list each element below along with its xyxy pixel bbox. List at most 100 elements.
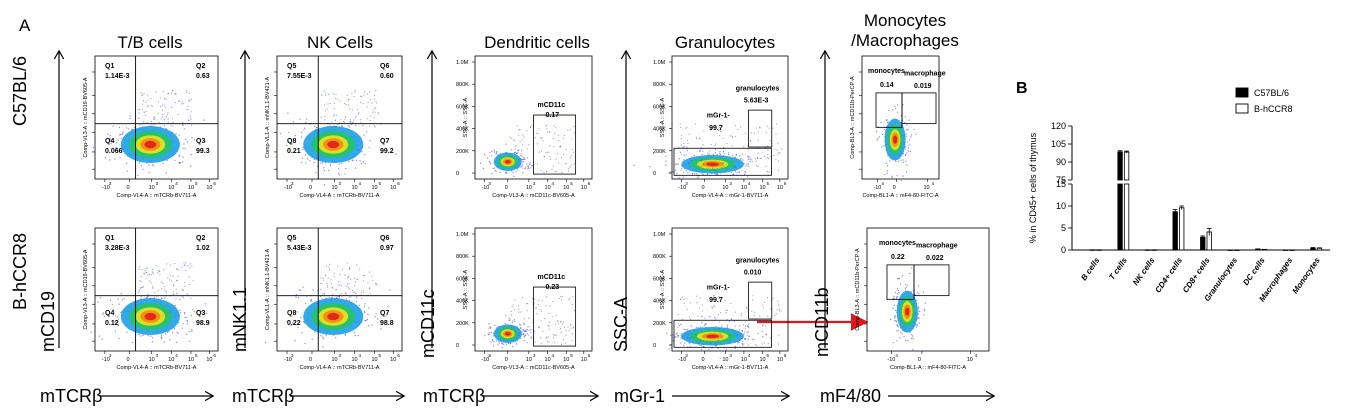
event-dot [573, 163, 575, 165]
event-dot [687, 143, 689, 145]
event-dot [907, 128, 909, 131]
event-dot [183, 311, 186, 314]
event-dot [769, 156, 771, 158]
event-dot [366, 106, 368, 108]
gate-value: 5.63E-3 [744, 98, 769, 105]
event-dot [700, 160, 702, 162]
event-dot [781, 148, 783, 150]
event-dot [479, 162, 482, 164]
event-dot [513, 318, 516, 321]
event-dot [310, 299, 312, 301]
x-tick-label: 10 [563, 185, 569, 191]
event-dot [172, 293, 174, 295]
event-dot [359, 160, 361, 162]
event-dot [876, 139, 878, 141]
event-dot [506, 172, 508, 174]
column-title-tb-cells: T/B cells [117, 33, 183, 52]
event-dot [767, 342, 769, 344]
event-dot [701, 304, 703, 306]
event-dot [517, 169, 519, 171]
quadrant-name: Q1 [105, 63, 114, 70]
event-dot [328, 269, 330, 271]
event-dot [553, 146, 555, 148]
event-dot [184, 285, 186, 287]
event-dot [757, 131, 760, 133]
event-dot [739, 325, 741, 327]
event-dot [153, 123, 155, 125]
bar-c57bl6 [1282, 249, 1289, 251]
event-dot [147, 293, 149, 296]
column-title-monocytes-macrophages: Monocytes /Macrophages [851, 11, 959, 50]
event-dot [905, 286, 907, 288]
event-dot [523, 329, 525, 331]
event-dot [745, 165, 747, 167]
event-dot [142, 121, 145, 123]
event-dot [152, 271, 154, 273]
event-dot [330, 298, 332, 300]
gate-value: 99.7 [709, 125, 723, 132]
event-dot [302, 320, 305, 323]
event-dot [143, 111, 145, 114]
gate-name: monocytes [879, 240, 916, 247]
event-dot [324, 116, 326, 118]
event-dot [188, 99, 190, 101]
event-dot [906, 284, 908, 287]
event-dot [491, 339, 494, 341]
event-dot [188, 119, 190, 121]
event-dot [548, 328, 550, 330]
event-dot [118, 303, 120, 305]
event-dot [671, 334, 674, 336]
event-dot [178, 100, 180, 102]
event-dot [116, 316, 119, 318]
event-dot [914, 293, 916, 296]
event-dot [515, 171, 517, 173]
event-dot [535, 307, 537, 309]
event-dot [903, 335, 905, 338]
event-dot [373, 125, 376, 127]
event-dot [700, 340, 702, 342]
event-dot [547, 336, 549, 338]
x-tick-label: 10 [390, 357, 396, 363]
event-dot [549, 130, 551, 132]
event-dot [367, 282, 369, 284]
event-dot [360, 162, 363, 165]
density-contour [706, 334, 719, 339]
event-dot [715, 326, 717, 328]
event-dot [683, 344, 685, 347]
event-dot [375, 108, 377, 110]
event-dot [345, 298, 347, 300]
gate-name: macrophage [916, 243, 958, 250]
event-dot [719, 151, 721, 153]
event-dot [913, 128, 915, 131]
x-tick-label: 10 [581, 185, 587, 191]
event-dot [181, 161, 184, 163]
event-dot [99, 297, 101, 299]
event-dot [185, 262, 187, 264]
event-dot [734, 345, 736, 348]
event-dot [708, 150, 711, 152]
event-dot [147, 267, 149, 269]
event-dot [360, 121, 362, 123]
quadrant-value: 3.28E-3 [105, 245, 130, 252]
event-dot [683, 171, 685, 174]
event-dot [509, 136, 511, 138]
quadrant-value: 0.60 [380, 73, 394, 80]
event-dot [352, 121, 354, 124]
event-dot [883, 128, 886, 131]
event-dot [695, 334, 697, 336]
event-dot [509, 156, 511, 158]
event-dot [689, 343, 691, 345]
event-dot [523, 333, 525, 335]
event-dot [526, 163, 528, 165]
event-dot [544, 155, 546, 157]
event-dot [891, 176, 893, 179]
event-dot [103, 315, 105, 317]
event-dot [691, 336, 693, 338]
event-dot [332, 115, 334, 117]
event-dot [548, 131, 551, 133]
event-dot [896, 330, 898, 332]
event-dot [739, 155, 741, 157]
event-dot [498, 342, 500, 344]
event-dot [711, 347, 713, 349]
